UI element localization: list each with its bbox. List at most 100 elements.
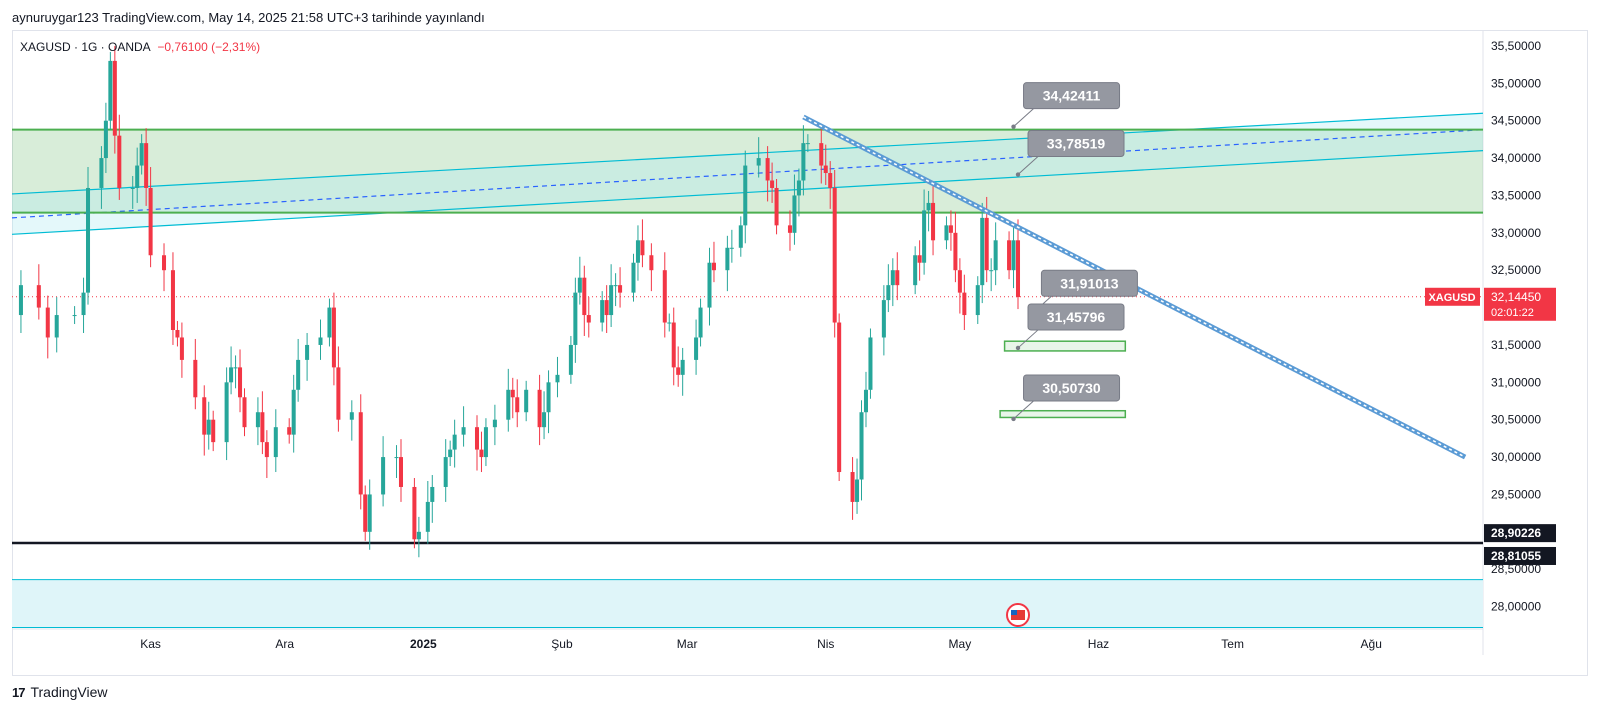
callout-label: 31,45796 [1047,309,1106,325]
candle-body [819,143,824,166]
candle-body [989,270,994,272]
candle-body [211,419,216,443]
callout-pointer-1 [1017,156,1039,175]
y-tick-label: 30,00000 [1491,450,1541,464]
callout-label: 31,91013 [1060,275,1119,291]
candle-body [855,479,860,502]
candle-body [604,300,609,316]
x-tick-label: Tem [1221,637,1244,651]
callout-pointer-3 [1017,329,1039,349]
candle-body [175,330,180,338]
candle-body [792,195,797,233]
callout-box-3 [1027,303,1125,331]
candle-body [483,427,488,458]
candle-body [859,412,864,480]
us-flag-event-canton [1011,610,1018,615]
candle-body [430,486,435,502]
candle-body [448,449,453,458]
candle-body [600,300,605,323]
candle-body [461,427,466,435]
candle-body [711,262,716,271]
candle-body [443,457,448,487]
candle-body [765,158,770,181]
candle-body [349,412,354,420]
candle-body [255,412,260,428]
y-tick-label: 32,50000 [1491,263,1541,277]
candle-body [957,270,962,293]
y-tick-label: 33,50000 [1491,188,1541,202]
candle-body [823,165,828,174]
x-tick-label: Ağu [1361,637,1382,651]
candle-body [542,412,547,428]
candle-body [1007,240,1012,271]
candle-body [398,457,403,487]
candle-body [452,434,457,450]
candle-body [367,494,372,532]
y-tick-label: 30,50000 [1491,413,1541,427]
candle-body [425,501,430,532]
candle-body [895,270,900,286]
callout-box-4 [1023,374,1121,402]
candle-body [474,427,480,450]
candle-body [729,247,734,249]
candle-body [756,158,761,166]
candle-body [568,344,573,375]
candle-body [381,457,386,495]
candle-body [99,158,104,188]
tradingview-logo[interactable]: 17 TradingView [12,684,108,700]
published-info: aynuruygar123 TradingView.com, May 14, 2… [12,10,485,25]
candle-body [18,285,23,316]
candle-body [926,202,931,211]
candle-body [649,255,654,271]
candle-body [72,315,77,317]
y-tick-label: 29,50000 [1491,487,1541,501]
candle-body [238,367,243,398]
candle-body [631,262,636,293]
y-tick-label: 35,50000 [1491,39,1541,53]
candle-body [917,255,922,263]
candle-body [796,180,801,196]
callout-anchor-3 [1015,345,1021,351]
axis-countdown-tag: 02:01:22 [1491,307,1534,319]
candle-body [179,337,184,360]
candle-body [975,285,980,316]
candle-body [54,315,59,338]
y-tick-label: 28,00000 [1491,600,1541,614]
callout-pointer-4 [1013,400,1034,420]
candle-body [890,270,895,286]
candle-body [680,359,685,375]
candle-body [85,187,91,293]
axis-price-tag: 32,14450 [1491,290,1541,304]
candle-body [1011,240,1016,271]
price-change: −0,76100 (−2,31%) [157,40,261,54]
candle-body [112,60,117,136]
candle-body [144,143,149,188]
candle-body [662,270,667,323]
us-flag-event-stripes [1011,610,1026,620]
candle-body [291,389,296,435]
candle-body [206,419,211,435]
candle-body [233,367,238,369]
support-box-1 [999,409,1127,419]
candle-body [358,412,363,495]
candle-body [36,285,41,308]
x-tick-label: May [949,637,972,651]
candle-body [582,277,587,316]
axis-price-tag-bg [1484,287,1556,321]
symbol-line: XAGUSD · 1G · OANDA [20,40,151,54]
candle-body [801,143,806,181]
candle-body [515,397,520,413]
callout-pointer-0 [1013,108,1034,128]
candle-body [162,255,167,271]
support-box-0 [1003,340,1127,352]
candle-body [774,187,779,226]
candle-body [305,344,310,360]
tradingview-logo-icon: 17 [12,684,26,700]
candle-body [609,285,614,316]
candle-body [318,337,323,345]
candle-body [694,337,699,360]
chart-panel[interactable] [12,30,1588,676]
candle-body [886,285,891,301]
candle-body [336,367,341,420]
